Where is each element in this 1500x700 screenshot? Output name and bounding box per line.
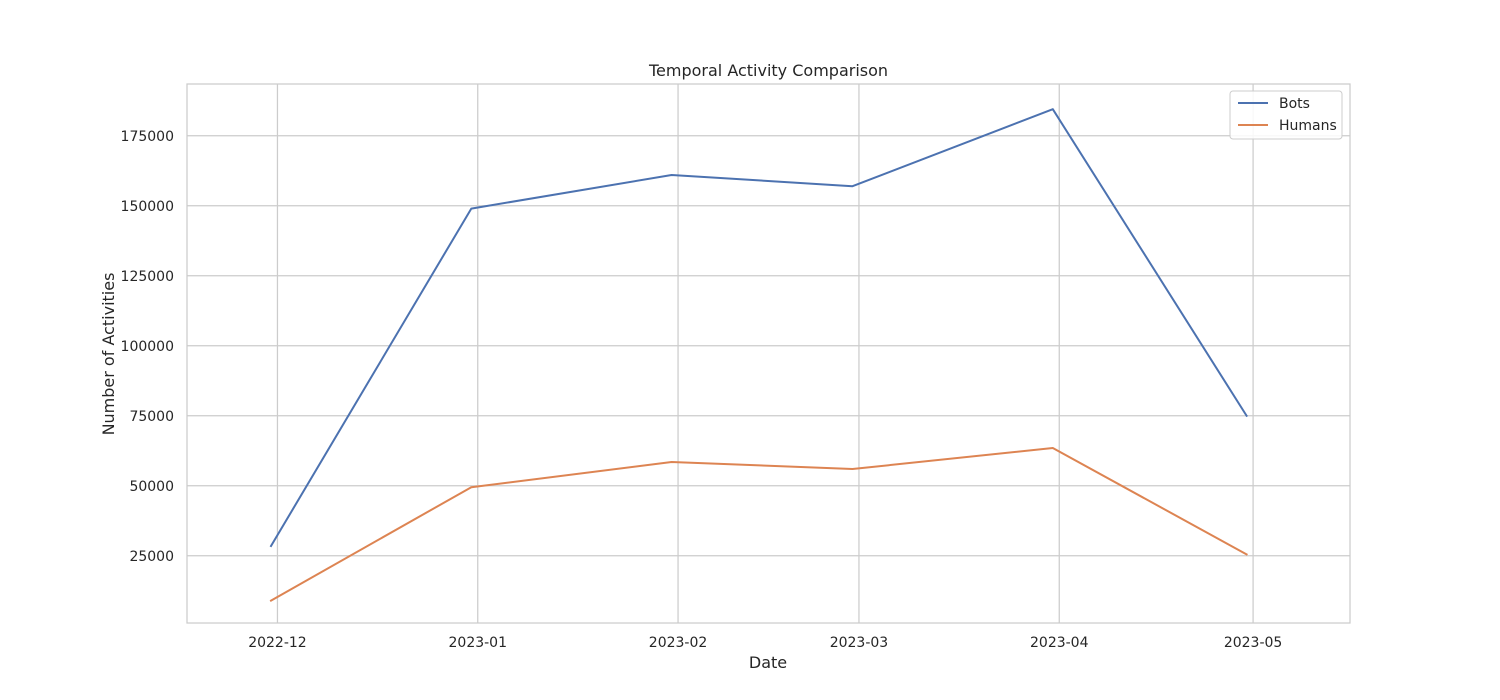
y-axis-label: Number of Activities: [99, 273, 118, 436]
y-tick-label: 150000: [121, 199, 174, 215]
legend: Bots Humans: [1229, 90, 1343, 140]
y-tick-label: 50000: [129, 479, 174, 495]
chart-title: Temporal Activity Comparison: [648, 61, 888, 80]
series-line-bots: [269, 108, 1248, 548]
x-axis-label: Date: [749, 653, 787, 672]
x-tick-label: 2023-04: [1030, 635, 1089, 651]
tick-labels: 2022-12 2023-01 2023-02 2023-03 2023-04 2023-…: [121, 129, 1283, 651]
grid: [187, 84, 1350, 623]
x-tick-label: 2023-05: [1224, 635, 1283, 651]
y-tick-label: 25000: [129, 549, 174, 565]
legend-label-humans: Humans: [1279, 118, 1337, 134]
y-tick-label: 100000: [121, 339, 174, 355]
y-tick-label: 75000: [129, 409, 174, 425]
series-line-humans: [269, 447, 1248, 602]
x-tick-label: 2023-01: [449, 635, 508, 651]
x-tick-label: 2023-03: [830, 635, 889, 651]
x-tick-label: 2023-02: [649, 635, 708, 651]
y-tick-label: 125000: [121, 269, 174, 285]
plot-area-frame: [186, 83, 1351, 624]
legend-label-bots: Bots: [1279, 96, 1310, 112]
x-tick-label: 2022-12: [248, 635, 307, 651]
y-tick-label: 175000: [121, 129, 174, 145]
series-lines: [269, 108, 1248, 602]
